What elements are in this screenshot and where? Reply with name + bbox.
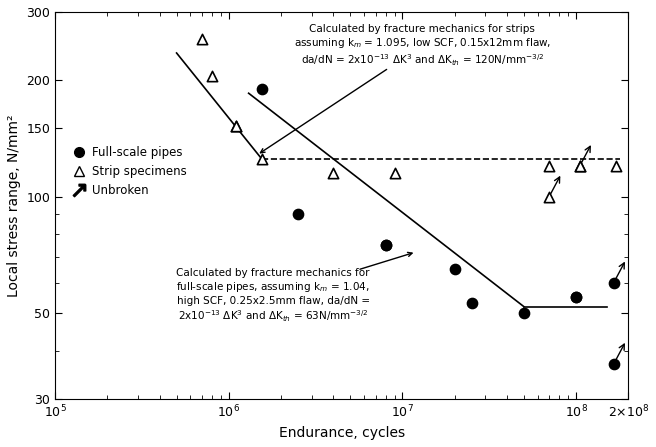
Full-scale pipes (518, 310, 529, 317)
Point (609, 279, 619, 286)
Full-scale pipes (380, 241, 391, 249)
X-axis label: Endurance, cycles: Endurance, cycles (279, 426, 405, 440)
Full-scale pipes (380, 241, 391, 249)
Point (575, 162, 585, 169)
Full-scale pipes (571, 294, 581, 301)
Point (609, 360, 619, 367)
Point (544, 162, 554, 169)
Text: Calculated by fracture mechanics for
full-scale pipes, assuming k$_m$ = 1.04,
hi: Calculated by fracture mechanics for ful… (176, 253, 412, 324)
Full-scale pipes (466, 300, 477, 307)
Point (544, 193, 554, 200)
Full-scale pipes (449, 266, 460, 273)
Strip specimens (611, 162, 621, 169)
Point (575, 162, 585, 169)
Strip specimens (197, 36, 207, 43)
Strip specimens (207, 72, 217, 80)
Full-scale pipes (293, 211, 303, 218)
Legend: Full-scale pipes, Strip specimens, Unbroken: Full-scale pipes, Strip specimens, Unbro… (67, 142, 191, 202)
Full-scale pipes (256, 85, 267, 93)
Text: Calculated by fracture mechanics for strips
assuming k$_m$ = 1.095, low SCF, 0.1: Calculated by fracture mechanics for str… (260, 24, 551, 153)
Strip specimens (231, 122, 241, 130)
Strip specimens (389, 169, 400, 177)
Strip specimens (231, 122, 241, 130)
Full-scale pipes (571, 294, 581, 301)
Strip specimens (328, 169, 338, 177)
Y-axis label: Local stress range, N/mm²: Local stress range, N/mm² (7, 114, 21, 297)
Strip specimens (256, 156, 267, 163)
